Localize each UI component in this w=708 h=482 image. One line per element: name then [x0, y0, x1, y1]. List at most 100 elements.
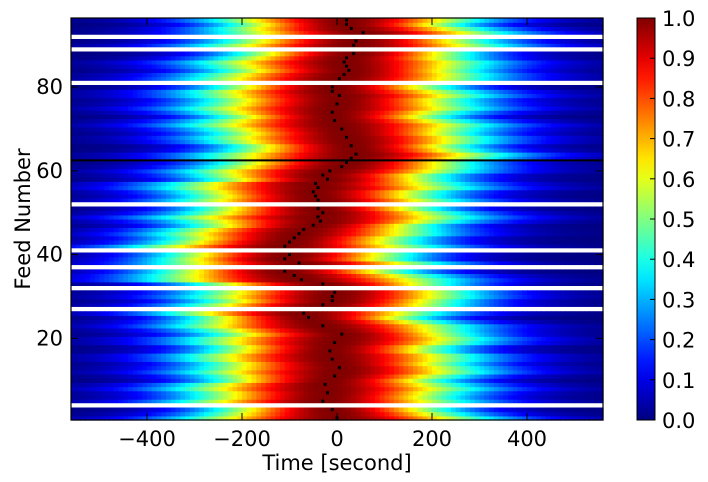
heatmap-cell: [270, 390, 276, 396]
heatmap-cell: [327, 256, 333, 262]
heatmap-cell: [541, 415, 547, 421]
heatmap-cell: [560, 235, 566, 241]
heatmap-cell: [394, 390, 400, 396]
heatmap-cell: [432, 269, 438, 275]
heatmap-cell: [451, 332, 457, 337]
heatmap-cell: [479, 269, 485, 275]
heatmap-cell: [166, 390, 172, 396]
heatmap-cell: [327, 323, 333, 329]
heatmap-cell: [422, 315, 428, 321]
heatmap-cell: [541, 235, 547, 241]
heatmap-cell: [436, 378, 443, 383]
heatmap-cell: [460, 390, 466, 396]
heatmap-cell: [204, 214, 210, 220]
heatmap-cell: [218, 357, 224, 362]
heatmap-cell: [489, 311, 495, 316]
heatmap-cell: [493, 235, 500, 241]
heatmap-cell: [584, 369, 590, 375]
heatmap-cell: [137, 260, 143, 266]
heatmap-cell: [498, 344, 504, 350]
heatmap-cell: [394, 281, 400, 287]
heatmap-cell: [413, 319, 419, 325]
heatmap-cell: [90, 336, 96, 342]
heatmap-cell: [280, 223, 286, 228]
heatmap-cell: [85, 244, 91, 249]
heatmap-cell: [85, 239, 91, 245]
heatmap-cell: [242, 340, 248, 346]
heatmap-cell: [446, 223, 452, 228]
heatmap-cell: [555, 411, 561, 417]
heatmap-cell: [180, 348, 186, 354]
heatmap-cell: [436, 214, 443, 220]
heatmap-cell: [161, 373, 167, 379]
heatmap-cell: [289, 235, 295, 241]
heatmap-cell: [175, 348, 181, 354]
heatmap-cell: [166, 411, 172, 417]
heatmap-cell: [308, 294, 314, 300]
heatmap-cell: [251, 273, 257, 279]
heatmap-cell: [555, 302, 561, 308]
heatmap-cell: [71, 290, 77, 295]
heatmap-cell: [94, 340, 101, 346]
heatmap-cell: [379, 277, 386, 283]
heatmap-cell: [546, 235, 552, 241]
heatmap-cell: [147, 219, 153, 224]
heatmap-cell: [265, 394, 272, 400]
heatmap-cell: [517, 315, 523, 321]
heatmap-cell: [346, 399, 352, 404]
heatmap-cell: [327, 361, 333, 367]
heatmap-cell: [560, 386, 566, 392]
heatmap-cell: [299, 239, 305, 245]
heatmap-cell: [375, 269, 381, 275]
heatmap-cell: [351, 256, 357, 262]
heatmap-cell: [270, 252, 276, 258]
heatmap-cell: [194, 365, 200, 371]
heatmap-cell: [379, 394, 386, 400]
heatmap-cell: [322, 340, 329, 346]
heatmap-cell: [318, 235, 324, 241]
heatmap-cell: [223, 340, 229, 346]
heatmap-cell: [265, 244, 272, 249]
heatmap-cell: [199, 323, 205, 329]
heatmap-cell: [327, 399, 333, 404]
heatmap-cell: [436, 348, 443, 354]
heatmap-cell: [242, 210, 248, 216]
heatmap-cell: [161, 244, 167, 249]
heatmap-cell: [299, 361, 305, 367]
heatmap-cell: [436, 227, 443, 233]
heatmap-cell: [156, 239, 162, 245]
heatmap-cell: [85, 327, 91, 333]
heatmap-cell: [189, 302, 196, 308]
heatmap-cell: [422, 327, 428, 333]
heatmap-cell: [389, 294, 395, 300]
heatmap-cell: [479, 323, 485, 329]
heatmap-cell: [308, 407, 314, 413]
heatmap-cell: [527, 252, 533, 258]
heatmap-cell: [384, 407, 390, 413]
heatmap-cell: [213, 361, 219, 367]
heatmap-cell: [455, 235, 462, 241]
heatmap-cell: [413, 382, 419, 388]
heatmap-cell: [270, 219, 276, 224]
heatmap-cell: [289, 244, 295, 249]
heatmap-cell: [199, 407, 205, 413]
heatmap-cell: [185, 353, 191, 358]
heatmap-cell: [251, 373, 257, 379]
heatmap-cell: [175, 239, 181, 245]
heatmap-cell: [308, 390, 314, 396]
heatmap-cell: [308, 319, 314, 325]
heatmap-cell: [493, 386, 500, 392]
heatmap-cell: [232, 394, 238, 400]
heatmap-cell: [493, 353, 500, 358]
heatmap-cell: [408, 223, 414, 228]
heatmap-cell: [128, 357, 134, 362]
heatmap-cell: [441, 357, 447, 362]
heatmap-cell: [232, 298, 238, 304]
heatmap-cell: [75, 281, 82, 287]
heatmap-cell: [303, 235, 310, 241]
heatmap-cell: [584, 231, 590, 237]
heatmap-cell: [232, 273, 238, 279]
heatmap-cell: [151, 281, 158, 287]
heatmap-cell: [327, 277, 333, 283]
heatmap-cell: [170, 390, 177, 396]
